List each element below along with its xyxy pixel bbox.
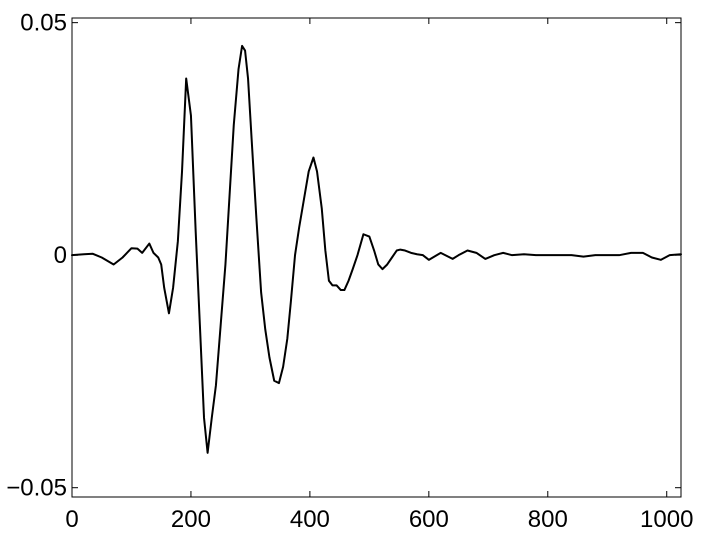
y-tick-label: −0.05 xyxy=(6,475,67,502)
x-tick-label: 400 xyxy=(290,506,330,533)
x-tick-label: 200 xyxy=(171,506,211,533)
series-line-0 xyxy=(71,44,682,454)
x-tick-label: 1000 xyxy=(640,506,693,533)
x-tick-label: 600 xyxy=(409,506,449,533)
x-tick-label: 0 xyxy=(65,506,78,533)
tick-labels: 0 200 400 600 800 1000 0.05 0 −0.05 xyxy=(6,10,693,533)
plot-area xyxy=(71,44,682,454)
x-tick-label: 800 xyxy=(528,506,568,533)
y-tick-label: 0 xyxy=(54,242,67,269)
axes-box xyxy=(71,17,682,498)
y-tick-label: 0.05 xyxy=(20,10,67,37)
tick-marks xyxy=(71,18,681,497)
